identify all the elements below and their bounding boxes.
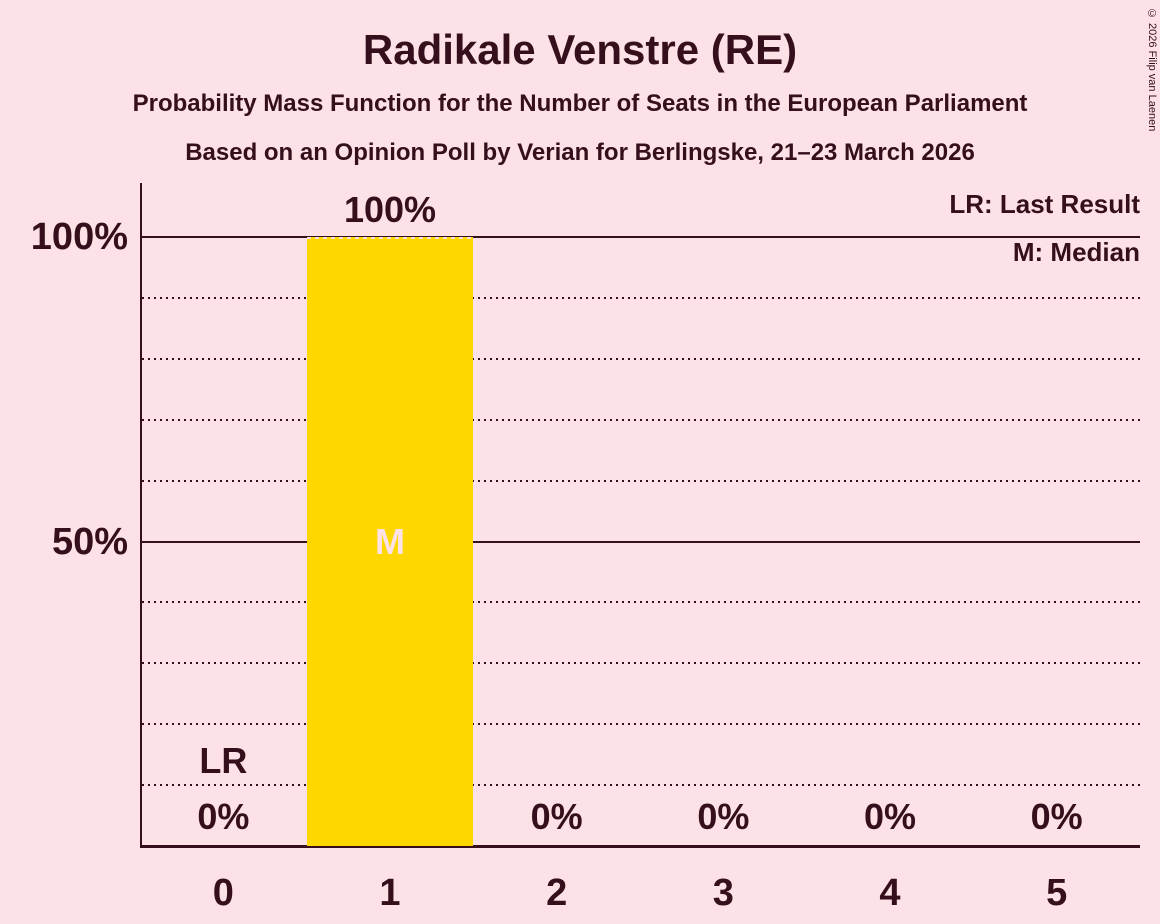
x-axis-line bbox=[140, 845, 1140, 848]
gridline-solid-50 bbox=[140, 540, 1140, 543]
y-axis-label-100: 100% bbox=[30, 216, 128, 258]
copyright-notice: © 2026 Filip van Laenen bbox=[1146, 8, 1158, 132]
bar-value-label-0: 0% bbox=[197, 796, 250, 837]
bar-value-label-3: 0% bbox=[697, 796, 750, 837]
y-axis-line bbox=[140, 183, 142, 848]
bar-value-label-2: 0% bbox=[530, 796, 583, 837]
chart-subtitle: Probability Mass Function for the Number… bbox=[132, 90, 1028, 117]
bar-value-label-4: 0% bbox=[863, 796, 916, 837]
gridline-dotted-80 bbox=[142, 357, 1140, 360]
y-axis-label-50: 50% bbox=[51, 520, 128, 563]
x-tick-label-4: 4 bbox=[879, 872, 901, 914]
gridline-dotted-20 bbox=[142, 723, 1140, 726]
gridline-dotted-40 bbox=[142, 601, 1140, 604]
gridline-dotted-30 bbox=[142, 662, 1140, 665]
x-tick-label-3: 3 bbox=[712, 872, 734, 914]
x-tick-label-1: 1 bbox=[379, 872, 401, 914]
bar-value-label-1: 100% bbox=[343, 189, 437, 230]
x-tick-label-2: 2 bbox=[546, 872, 568, 914]
chart-source-line: Based on an Opinion Poll by Verian for B… bbox=[185, 139, 975, 166]
legend-last-result: LR: Last Result bbox=[949, 189, 1140, 219]
gridline-dotted-70 bbox=[142, 418, 1140, 421]
bar-value-label-5: 0% bbox=[1030, 796, 1083, 837]
plot-area: LR: Last Result M: Median 100% 50% 0% 0 100%… bbox=[31, 183, 1140, 914]
bar-seats-1 bbox=[306, 237, 474, 846]
chart-title: Radikale Venstre (RE) bbox=[362, 26, 798, 73]
gridline-solid-100 bbox=[140, 236, 1140, 238]
gridline-dotted-10 bbox=[142, 784, 1140, 787]
bar-top-edge bbox=[306, 237, 474, 239]
annotation-m: M bbox=[374, 520, 405, 562]
gridline-dotted-90 bbox=[142, 296, 1140, 299]
x-tick-label-5: 5 bbox=[1046, 872, 1068, 914]
annotation-lr: LR bbox=[199, 739, 248, 781]
legend-median: M: Median bbox=[1012, 237, 1140, 267]
x-tick-label-0: 0 bbox=[212, 872, 234, 914]
gridline-dotted-60 bbox=[142, 479, 1140, 482]
